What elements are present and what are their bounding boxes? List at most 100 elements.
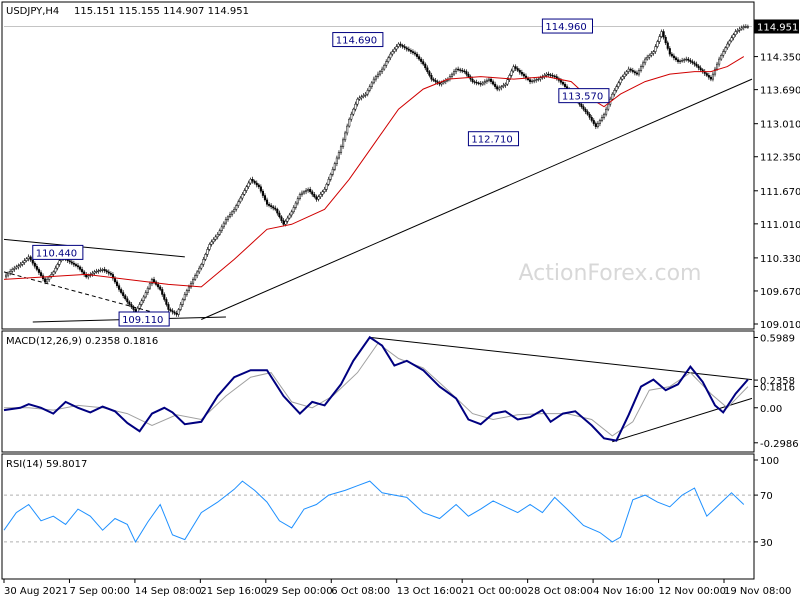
candle-body <box>644 58 647 64</box>
candle-body <box>17 265 20 268</box>
candle-body <box>233 209 236 213</box>
candle-body <box>381 68 384 72</box>
candle-body <box>288 214 291 219</box>
candle-body <box>691 61 694 64</box>
candle-body <box>366 90 369 95</box>
candle-body <box>397 43 400 47</box>
price-tick-label: 111.670 <box>760 187 800 198</box>
price-axis: 114.951 114.350 113.690 113.010 112.350 111.6… <box>4 19 800 331</box>
price-annotation-label: 110.440 <box>36 248 77 259</box>
candle-body <box>144 292 147 298</box>
candle-body <box>48 276 51 280</box>
candle-body <box>442 81 445 84</box>
candle-body <box>746 26 749 28</box>
price-annotation-label: 114.690 <box>336 36 377 47</box>
candle-body <box>385 61 388 66</box>
candle-body <box>514 66 517 69</box>
candle-body <box>315 196 318 200</box>
price-annotation-box <box>118 311 170 327</box>
macd-trendline <box>369 336 753 381</box>
candle-body <box>305 190 308 193</box>
candle-body <box>206 249 209 255</box>
candle-body <box>302 191 306 194</box>
price-tick-label: 113.010 <box>760 120 800 131</box>
price-annotations: 110.440 109.110 114.690 112.710 114.960 113.5… <box>32 18 610 327</box>
macd-label: MACD(12,26,9) 0.2358 0.1816 <box>6 336 158 347</box>
candle-body <box>311 191 314 195</box>
candle-body <box>319 194 322 198</box>
candle-body <box>165 299 168 305</box>
rsi-label: RSI(14) 59.8017 <box>6 459 87 470</box>
macd-tick-label: -0.2986 <box>760 439 799 450</box>
candle-body <box>128 301 131 305</box>
rsi-axis: 100 70 30 <box>4 456 779 549</box>
candle-body <box>222 222 225 228</box>
candle-body <box>459 69 462 71</box>
candle-body <box>11 269 14 272</box>
candle-body <box>500 86 503 89</box>
time-tick-label: 21 Oct 00:00 <box>462 586 527 597</box>
candle-body <box>284 220 287 225</box>
candle-body <box>152 279 156 283</box>
candle-body <box>224 219 227 224</box>
candle-body <box>192 279 195 284</box>
candle-body <box>251 179 254 182</box>
candle-body <box>175 312 178 315</box>
candle-body <box>74 264 77 266</box>
candle-body <box>734 31 737 35</box>
candle-body <box>25 258 28 261</box>
candle-body <box>475 81 478 84</box>
candle-body <box>387 57 390 62</box>
candle-body <box>580 103 583 107</box>
candle-body <box>70 261 73 264</box>
candle-body <box>212 239 215 243</box>
candle-body <box>440 82 443 85</box>
candle-body <box>395 46 398 50</box>
candle-body <box>101 269 104 271</box>
candle-body <box>730 37 733 42</box>
candle-body <box>662 31 665 38</box>
candle-body <box>122 292 125 296</box>
candle-body <box>656 41 659 47</box>
candle-body <box>494 83 497 87</box>
candle-body <box>637 70 641 75</box>
candle-body <box>504 83 507 86</box>
candle-body <box>594 123 597 127</box>
candle-body <box>44 278 47 283</box>
price-annotation-box <box>467 131 520 147</box>
candle-body <box>169 309 172 311</box>
candle-body <box>611 93 614 100</box>
candle-body <box>368 86 371 91</box>
candle-body <box>358 97 361 100</box>
candle-body <box>39 272 43 276</box>
candle-body <box>360 96 363 99</box>
moving-average-line <box>3 56 745 288</box>
symbol-label: USDJPY,H4 <box>6 6 59 17</box>
candle-body <box>130 304 133 308</box>
candle-body <box>502 85 505 87</box>
candle-body <box>600 117 604 121</box>
candle-body <box>403 46 406 49</box>
candle-body <box>424 63 427 69</box>
price-annotation-box <box>32 244 84 260</box>
candle-body <box>547 73 550 76</box>
candle-body <box>551 75 554 77</box>
time-tick-label: 7 Sep 00:00 <box>69 586 129 597</box>
candle-body <box>255 182 258 186</box>
candle-body <box>742 26 745 29</box>
candle-body <box>220 226 223 231</box>
macd-line <box>3 335 749 442</box>
candle-body <box>411 51 414 54</box>
candle-body <box>646 56 649 60</box>
candle-body <box>584 108 587 112</box>
candle-body <box>111 274 114 279</box>
candle-body <box>693 62 696 65</box>
time-tick-label: 30 Aug 2021 <box>4 586 68 597</box>
candle-body <box>348 118 351 127</box>
candle-body <box>413 52 417 55</box>
candle-body <box>93 271 96 274</box>
candle-body <box>95 271 98 273</box>
candle-body <box>99 269 102 272</box>
rsi-panel: RSI(14) 59.8017 100 70 30 <box>1 453 779 580</box>
